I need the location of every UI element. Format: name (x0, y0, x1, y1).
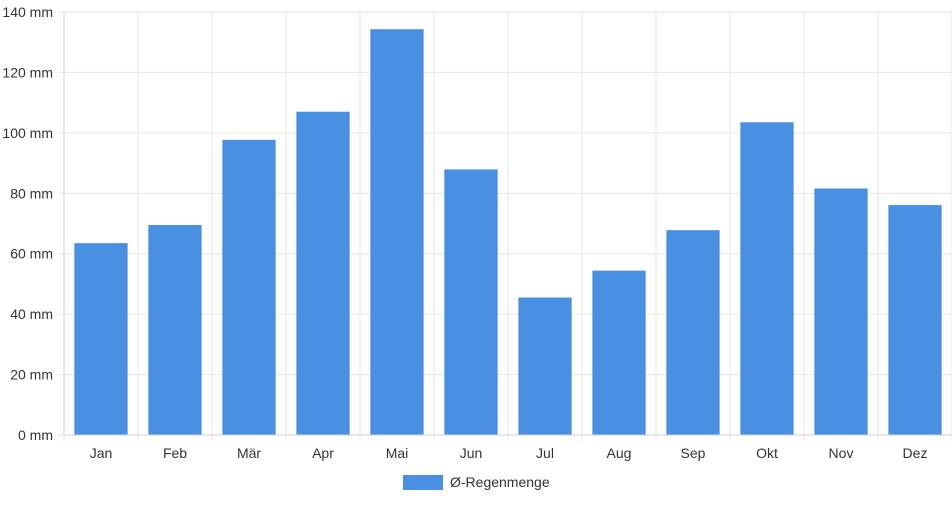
x-tick-label: Mär (237, 445, 261, 461)
x-tick-label: Aug (607, 445, 632, 461)
bar-aug[interactable] (592, 270, 646, 435)
x-tick-label: Mai (386, 445, 409, 461)
x-tick-label: Dez (903, 445, 928, 461)
x-tick-label: Apr (312, 445, 334, 461)
y-tick-label: 20 mm (10, 367, 53, 383)
bar-apr[interactable] (296, 111, 350, 435)
bar-sep[interactable] (666, 230, 720, 435)
bar-jun[interactable] (444, 169, 498, 435)
y-tick-label: 60 mm (10, 246, 53, 262)
bar-dez[interactable] (888, 205, 942, 435)
y-tick-label: 100 mm (2, 125, 53, 141)
x-tick-label: Sep (681, 445, 706, 461)
legend[interactable]: Ø-Regenmenge (403, 474, 550, 490)
bar-jan[interactable] (74, 243, 128, 435)
bars-layer (74, 29, 942, 436)
bar-mär[interactable] (222, 139, 276, 435)
y-tick-label: 80 mm (10, 185, 53, 201)
legend-swatch[interactable] (403, 475, 443, 490)
grid-layer (58, 11, 952, 441)
x-tick-label: Okt (756, 445, 778, 461)
bar-mai[interactable] (370, 29, 424, 436)
bar-okt[interactable] (740, 122, 794, 436)
bar-nov[interactable] (814, 188, 868, 435)
bar-feb[interactable] (148, 225, 202, 435)
x-tick-label: Nov (829, 445, 854, 461)
x-tick-label: Jan (90, 445, 113, 461)
legend-label[interactable]: Ø-Regenmenge (450, 474, 550, 490)
y-tick-label: 40 mm (10, 306, 53, 322)
x-tick-label: Jun (460, 445, 483, 461)
y-tick-label: 140 mm (2, 4, 53, 20)
y-tick-label: 0 mm (18, 427, 53, 443)
y-tick-label: 120 mm (2, 64, 53, 80)
axis-layer: 0 mm 20 mm 40 mm 60 mm 80 mm 100 mm 120 mm 140 … (2, 4, 952, 461)
bar-jul[interactable] (518, 297, 572, 435)
x-tick-label: Jul (536, 445, 554, 461)
x-tick-label: Feb (163, 445, 187, 461)
